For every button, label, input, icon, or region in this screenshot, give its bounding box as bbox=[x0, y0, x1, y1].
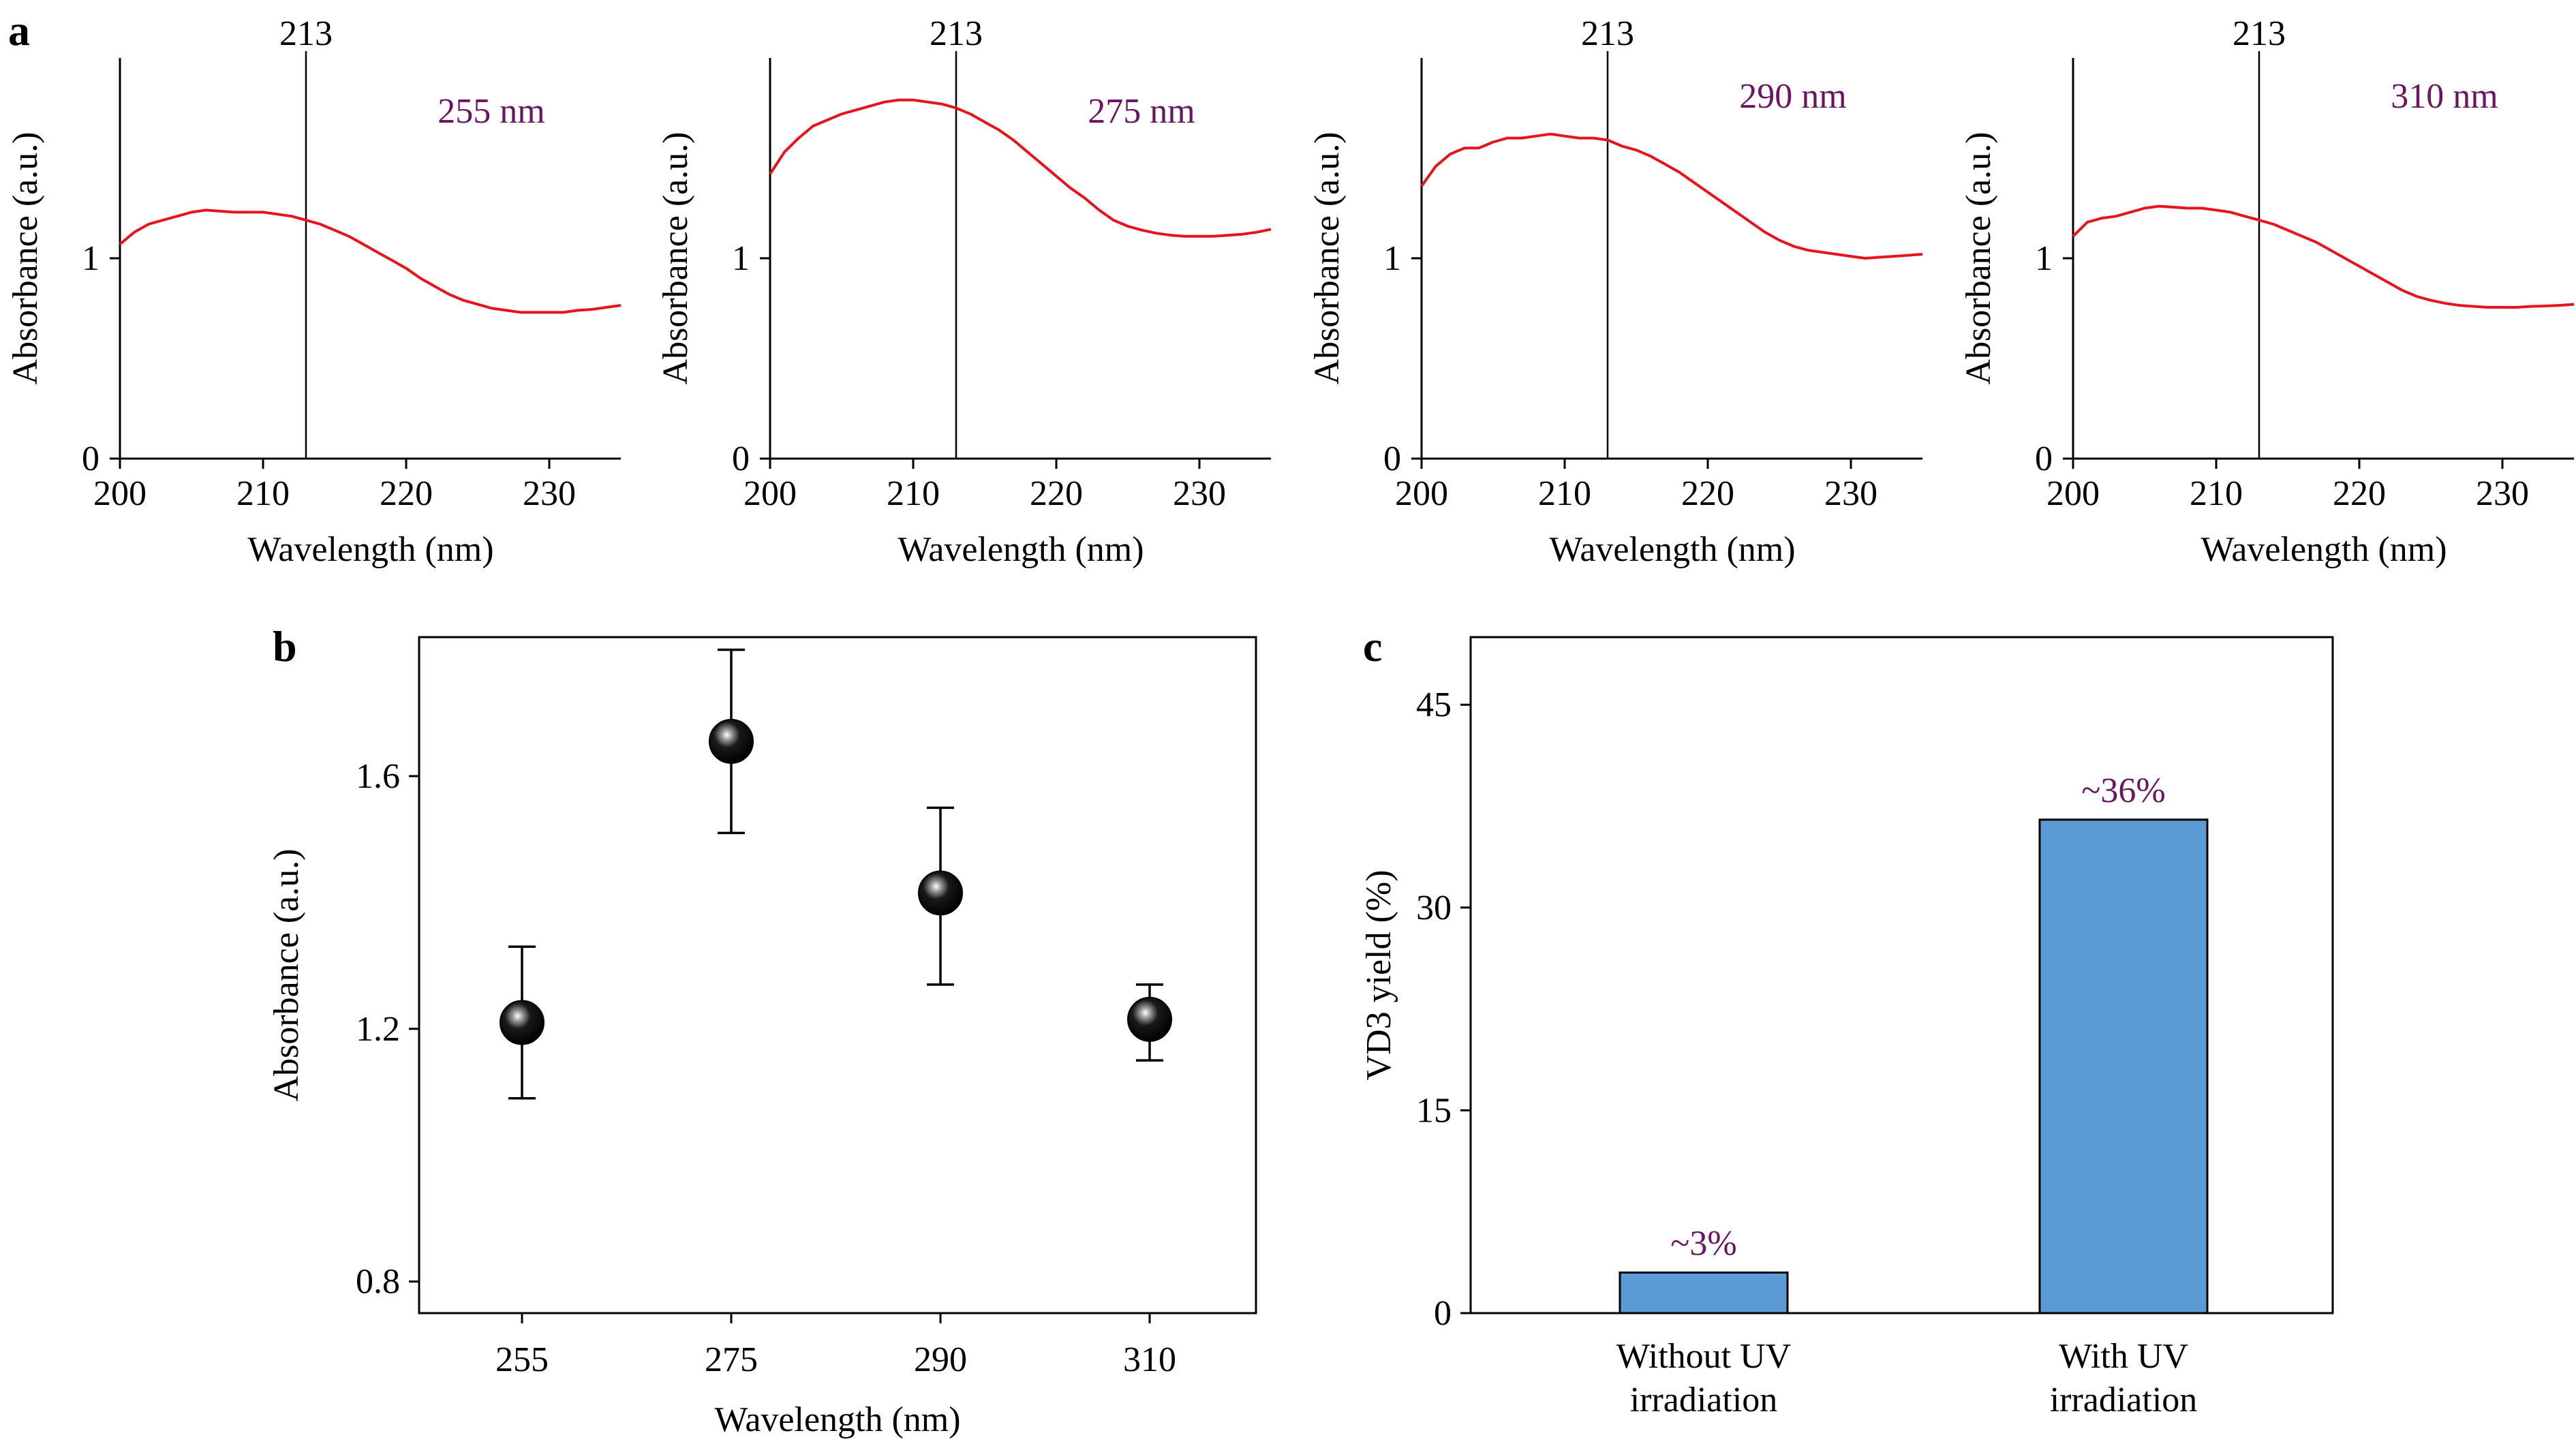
wavelength-annotation: 255 nm bbox=[438, 92, 545, 131]
y-axis-label: Absorbance (a.u.) bbox=[6, 132, 45, 384]
spectrum-panel-3: 200 210 220 230 0 1 Wavelength (nm) Absorbance … bbox=[1308, 14, 1923, 569]
x-tick-label: 275 bbox=[705, 1340, 758, 1379]
spectrum-line bbox=[2072, 204, 2575, 309]
y-tick-label: 1.2 bbox=[356, 1010, 400, 1049]
wavelength-annotation: 275 nm bbox=[1088, 92, 1195, 131]
y-axis-label: VD3 yield (%) bbox=[1360, 870, 1398, 1080]
y-tick-label: 15 bbox=[1416, 1091, 1452, 1130]
panel-label: a bbox=[8, 6, 30, 55]
x-tick-label: 210 bbox=[887, 474, 940, 513]
wavelength-annotation: 290 nm bbox=[1739, 77, 1846, 116]
x-category-label: irradiation bbox=[1630, 1381, 1778, 1419]
x-tick-label: 230 bbox=[1824, 474, 1877, 513]
x-axis-label: Wavelength (nm) bbox=[1549, 530, 1795, 569]
panel-label: c bbox=[1363, 622, 1382, 671]
spectrum-panel-4: 200 210 220 230 0 1 Wavelength (nm) Absorbance … bbox=[1959, 14, 2575, 569]
bar-data-label: ~3% bbox=[1670, 1224, 1736, 1263]
x-tick-label: 200 bbox=[1395, 474, 1448, 513]
marker-label: 213 bbox=[930, 14, 983, 53]
bar bbox=[2038, 818, 2209, 1314]
y-tick-label: 1 bbox=[82, 239, 99, 278]
x-tick-label: 230 bbox=[2476, 474, 2529, 513]
marker-label: 213 bbox=[2233, 14, 2286, 53]
y-axis-label: Absorbance (a.u.) bbox=[1308, 132, 1347, 384]
y-tick-label: 1 bbox=[732, 239, 750, 278]
spectrum-panel-1: 200 210 220 230 0 1 Wavelength (nm) Absorbance … bbox=[6, 6, 622, 569]
panel-label: b bbox=[273, 622, 297, 671]
spectrum-panel-2: 200 210 220 230 0 1 Wavelength (nm) Absorbance … bbox=[656, 14, 1272, 569]
x-category-label: irradiation bbox=[2050, 1381, 2198, 1419]
bar-panel: 0 15 30 45 ~3% Without UV irradiation ~36% With … bbox=[1360, 622, 2334, 1419]
wavelength-annotation: 310 nm bbox=[2391, 77, 2498, 116]
x-tick-label: 220 bbox=[2333, 474, 2386, 513]
spectrum-line bbox=[769, 98, 1272, 238]
x-tick-label: 200 bbox=[2046, 474, 2100, 513]
y-axis-label: Absorbance (a.u.) bbox=[1959, 132, 1998, 384]
x-category-label: With UV bbox=[2059, 1337, 2188, 1376]
x-tick-label: 210 bbox=[236, 474, 290, 513]
x-tick-label: 220 bbox=[1030, 474, 1083, 513]
y-tick-label: 0 bbox=[82, 440, 99, 478]
y-tick-label: 1 bbox=[2035, 239, 2053, 278]
x-tick-label: 230 bbox=[523, 474, 576, 513]
y-axis-label: Absorbance (a.u.) bbox=[656, 132, 695, 384]
bar bbox=[1619, 1271, 1789, 1314]
y-tick-label: 0 bbox=[2035, 440, 2053, 478]
scatter-panel: 0.8 1.2 1.6 255 275 290 310 Wavelength (nm) Abso… bbox=[267, 622, 1257, 1439]
data-point bbox=[709, 718, 754, 764]
x-category-label: Without UV bbox=[1616, 1337, 1791, 1376]
x-tick-label: 220 bbox=[380, 474, 433, 513]
y-tick-label: 45 bbox=[1416, 686, 1452, 724]
data-point bbox=[500, 1000, 545, 1045]
x-tick-label: 200 bbox=[743, 474, 797, 513]
x-tick-label: 210 bbox=[1538, 474, 1591, 513]
y-tick-label: 1.6 bbox=[356, 757, 400, 796]
marker-label: 213 bbox=[1581, 14, 1634, 53]
y-tick-label: 30 bbox=[1416, 889, 1452, 927]
bar-data-label: ~36% bbox=[2081, 771, 2165, 810]
x-axis-label: Wavelength (nm) bbox=[898, 530, 1144, 569]
y-tick-label: 0 bbox=[1383, 440, 1401, 478]
x-tick-label: 210 bbox=[2190, 474, 2243, 513]
spectrum-line bbox=[119, 209, 622, 314]
plot-frame bbox=[1469, 636, 2334, 1314]
x-tick-label: 230 bbox=[1173, 474, 1226, 513]
x-axis-label: Wavelength (nm) bbox=[2201, 530, 2447, 569]
x-axis-label: Wavelength (nm) bbox=[247, 530, 493, 569]
spectrum-line bbox=[1420, 132, 1923, 260]
y-axis-label: Absorbance (a.u.) bbox=[267, 848, 306, 1101]
y-tick-label: 1 bbox=[1383, 239, 1401, 278]
x-tick-label: 200 bbox=[93, 474, 147, 513]
x-tick-label: 255 bbox=[495, 1340, 549, 1379]
data-point bbox=[1127, 996, 1172, 1042]
marker-label: 213 bbox=[279, 14, 333, 53]
y-tick-label: 0 bbox=[732, 440, 750, 478]
y-tick-label: 0 bbox=[1434, 1294, 1452, 1333]
x-tick-label: 220 bbox=[1681, 474, 1734, 513]
x-tick-label: 310 bbox=[1123, 1340, 1176, 1379]
data-point bbox=[918, 870, 963, 916]
plot-frame bbox=[418, 636, 1257, 1314]
y-tick-label: 0.8 bbox=[356, 1263, 400, 1302]
x-axis-label: Wavelength (nm) bbox=[714, 1400, 960, 1439]
x-tick-label: 290 bbox=[914, 1340, 967, 1379]
